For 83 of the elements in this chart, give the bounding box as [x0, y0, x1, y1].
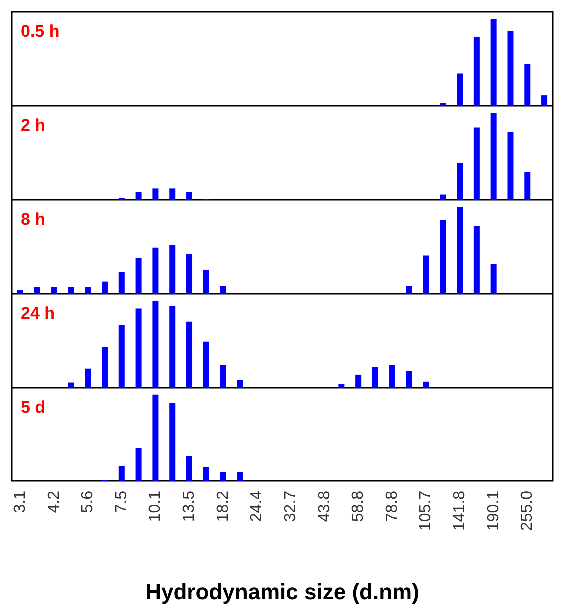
bar [68, 287, 74, 294]
bar [136, 308, 142, 388]
bar [203, 342, 210, 388]
bar [440, 220, 446, 294]
bar [152, 394, 159, 481]
x-tick-label: 24.4 [248, 490, 266, 522]
bar [68, 382, 74, 388]
bar [170, 245, 176, 294]
bar [186, 456, 193, 481]
bar [389, 365, 396, 388]
x-tick-label: 105.7 [418, 490, 435, 532]
bar [508, 132, 514, 200]
bar [220, 365, 226, 388]
x-tick-label: 13.5 [181, 490, 198, 522]
bar [457, 206, 464, 294]
bar [170, 404, 176, 481]
bar [524, 172, 531, 200]
bar [17, 290, 24, 294]
bar [136, 448, 142, 481]
bar [338, 384, 345, 388]
bar [152, 188, 159, 200]
bar [203, 467, 210, 481]
x-tick-label: 43.8 [316, 490, 334, 522]
x-tick-label: 18.2 [214, 490, 232, 522]
bar [102, 347, 108, 388]
bar [186, 254, 193, 294]
bar [440, 103, 446, 106]
bar [490, 18, 497, 106]
bar [237, 472, 244, 481]
bar [423, 382, 430, 388]
x-tick-label: 58.8 [350, 490, 368, 522]
x-tick-label: 3.1 [12, 490, 29, 514]
x-tick-label: 5.6 [80, 490, 97, 514]
x-tick-label: 255.0 [519, 490, 536, 532]
bar [186, 192, 193, 200]
bar [474, 37, 480, 106]
bar [186, 322, 193, 388]
bar [136, 192, 142, 200]
bar [474, 226, 480, 294]
bar [152, 300, 159, 388]
bar [220, 472, 226, 481]
bar [220, 286, 226, 294]
bar [457, 74, 464, 106]
x-tick-label: 32.7 [282, 490, 300, 522]
chart-title: 5 d [21, 398, 46, 417]
bar [542, 96, 548, 106]
bar [203, 270, 210, 294]
bar [51, 287, 58, 294]
bar [406, 371, 412, 388]
bar [85, 368, 92, 388]
bar [170, 188, 176, 200]
bar [372, 367, 378, 388]
bar [102, 282, 108, 294]
chart-title: 24 h [21, 304, 56, 323]
bar [440, 194, 446, 200]
bar [118, 466, 125, 481]
x-tick-label: 7.5 [113, 490, 130, 514]
bar [152, 248, 159, 294]
bar [524, 64, 531, 106]
bar [237, 380, 244, 388]
bar [85, 287, 92, 294]
bar [406, 286, 412, 294]
bar [490, 112, 497, 200]
bar [136, 258, 142, 294]
x-axis-title: Hydrodynamic size (d.nm) [146, 580, 420, 604]
x-tick-label: 10.1 [147, 490, 164, 522]
bar [457, 163, 464, 200]
x-tick-label: 4.2 [46, 490, 63, 514]
chart-title: 8 h [21, 210, 46, 229]
chart-title: 0.5 h [21, 22, 60, 41]
bar [508, 31, 514, 106]
bar [34, 287, 40, 294]
x-tick-label: 78.8 [384, 490, 401, 522]
bar [356, 374, 362, 388]
bar [118, 325, 125, 388]
bar [170, 306, 176, 388]
bar [423, 256, 430, 294]
x-tick-label: 190.1 [485, 490, 502, 532]
bar [490, 264, 497, 294]
x-tick-label: 141.8 [452, 490, 469, 532]
bar [118, 272, 125, 294]
chart-title: 2 h [21, 116, 46, 135]
bar [474, 128, 480, 200]
